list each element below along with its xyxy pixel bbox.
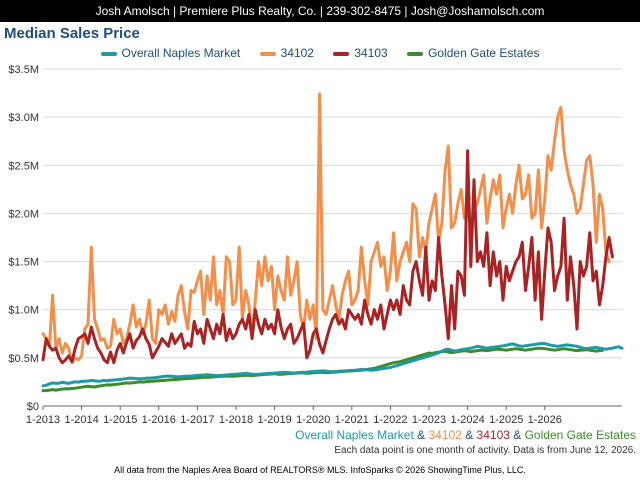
y-tick-label: $1.5M [8,257,39,269]
caption-amp-3: & [509,428,525,442]
line-overall-naples [41,341,624,388]
y-tick-label: $3.0M [8,112,39,124]
legend-item-gge[interactable]: Golden Gate Estates [407,44,539,62]
legend-label-overall: Overall Naples Market [121,46,241,60]
x-tick-label: 1-2018 [219,414,253,426]
x-tick-label: 1-2024 [450,414,484,426]
chart-legend: Overall Naples Market 34102 34103 Golden… [0,44,640,62]
footer-credit: All data from the Naples Area Board of R… [114,465,526,475]
x-tick-label: 1-2023 [412,414,446,426]
line-chart: $0 $0.5M $1.0M $1.5M $2.0M $2.5M $3.0M $3.5M 1-… [8,64,624,426]
legend-item-34103[interactable]: 34103 [333,44,388,62]
caption-gge: Golden Gate Estates [524,428,636,442]
caption-34102: 34102 [428,428,462,442]
legend-label-gge: Golden Gate Estates [428,46,540,60]
x-tick-label: 1-2026 [528,414,562,426]
line-golden-gate-estates [41,346,605,393]
x-tick-label: 1-2025 [489,414,523,426]
caption-overall: Overall Naples Market [295,428,414,442]
series-lines [41,92,624,393]
y-tick-label: $1.0M [8,305,39,317]
line-34103 [41,149,614,365]
legend-label-34103: 34103 [354,46,388,60]
chart-grid [43,68,622,407]
caption-amp-2: & [461,428,477,442]
y-tick-label: $2.0M [8,208,39,220]
x-tick-label: 1-2013 [26,414,60,426]
x-tick-label: 1-2021 [335,414,369,426]
legend-swatch-34103 [333,51,350,56]
x-tick-label: 1-2017 [180,414,214,426]
legend-swatch-overall [100,51,117,56]
y-axis-ticks: $0 $0.5M $1.0M $1.5M $2.0M $2.5M $3.0M $3.5M [8,64,39,413]
legend-item-overall[interactable]: Overall Naples Market [100,44,241,62]
x-tick-label: 1-2015 [103,414,137,426]
legend-item-34102[interactable]: 34102 [259,44,314,62]
chart-title: Median Sales Price [4,25,140,42]
caption-amp-1: & [413,428,429,442]
x-tick-label: 1-2019 [257,414,291,426]
contact-header: Josh Amolsch | Premiere Plus Realty, Co.… [0,0,640,22]
legend-swatch-34102 [259,51,276,56]
x-tick-label: 1-2022 [373,414,407,426]
x-tick-label: 1-2016 [142,414,176,426]
caption-34103: 34103 [476,428,510,442]
x-axis-ticks: 1-2013 1-2014 1-2015 1-2016 1-2017 1-2018 1-20… [26,406,562,426]
y-tick-label: $3.5M [8,64,39,76]
y-tick-label: $0.5M [8,353,39,365]
y-tick-label: $0 [27,401,39,413]
data-note: Each data point is one month of activity… [334,445,636,456]
line-34102 [41,92,611,365]
x-tick-label: 1-2020 [296,414,330,426]
legend-swatch-gge [407,51,424,56]
series-caption: Overall Naples Market & 34102 & 34103 & … [295,428,636,442]
x-tick-label: 1-2014 [64,414,98,426]
legend-label-34102: 34102 [280,46,314,60]
y-tick-label: $2.5M [8,160,39,172]
